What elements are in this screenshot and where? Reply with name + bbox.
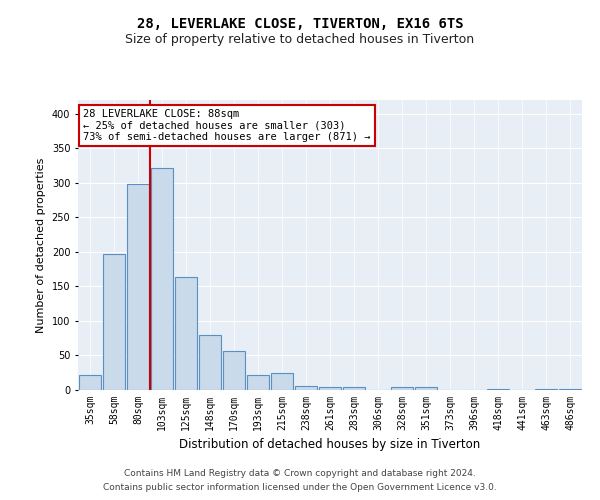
Text: 28 LEVERLAKE CLOSE: 88sqm
← 25% of detached houses are smaller (303)
73% of semi: 28 LEVERLAKE CLOSE: 88sqm ← 25% of detac… [83, 108, 371, 142]
Bar [271, 374, 293, 390]
Bar [127, 184, 149, 390]
Bar [319, 386, 341, 390]
Bar [199, 335, 221, 390]
Bar [151, 168, 173, 390]
Text: Contains HM Land Registry data © Crown copyright and database right 2024.: Contains HM Land Registry data © Crown c… [124, 468, 476, 477]
Bar [391, 387, 413, 390]
Bar [247, 375, 269, 390]
Bar [175, 277, 197, 390]
Bar [103, 254, 125, 390]
Bar [535, 388, 557, 390]
Text: Contains public sector information licensed under the Open Government Licence v3: Contains public sector information licen… [103, 484, 497, 492]
Text: Size of property relative to detached houses in Tiverton: Size of property relative to detached ho… [125, 32, 475, 46]
Bar [223, 350, 245, 390]
Bar [487, 388, 509, 390]
Bar [415, 387, 437, 390]
Bar [559, 388, 581, 390]
Y-axis label: Number of detached properties: Number of detached properties [36, 158, 46, 332]
Bar [295, 386, 317, 390]
Bar [79, 375, 101, 390]
Text: 28, LEVERLAKE CLOSE, TIVERTON, EX16 6TS: 28, LEVERLAKE CLOSE, TIVERTON, EX16 6TS [137, 18, 463, 32]
Bar [343, 386, 365, 390]
X-axis label: Distribution of detached houses by size in Tiverton: Distribution of detached houses by size … [179, 438, 481, 452]
